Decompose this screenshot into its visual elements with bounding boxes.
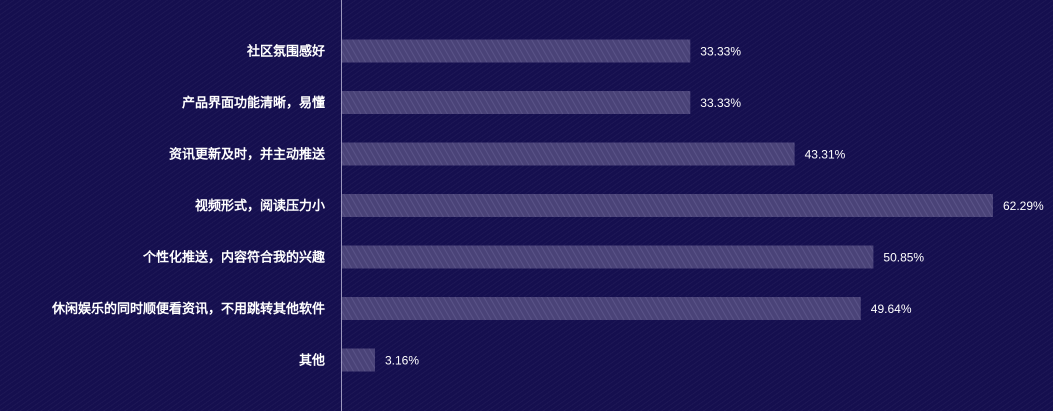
category-label-3: 资讯更新及时，并主动推送	[169, 147, 326, 163]
value-label-6: 49.64%	[871, 302, 912, 316]
value-label-7: 3.16%	[385, 354, 419, 368]
value-label-2: 33.33%	[700, 96, 741, 110]
bar-7	[342, 348, 375, 372]
category-label-6: 休闲娱乐的同时顺便看资讯，不用跳转其他软件	[51, 301, 325, 317]
value-label-3: 43.31%	[805, 148, 846, 162]
labels-layer: 社区氛围感好 33.33% 产品界面功能清晰，易懂 33.33% 资讯更新及时，并主动推…	[51, 44, 1044, 369]
bar-1	[342, 39, 691, 63]
category-label-4: 视频形式，阅读压力小	[195, 198, 325, 214]
category-label-2: 产品界面功能清晰，易懂	[182, 95, 325, 111]
bar-2	[342, 91, 691, 114]
bar-4	[342, 194, 993, 217]
bars-layer	[342, 39, 993, 372]
bar-5	[342, 245, 874, 269]
bar-3	[342, 142, 795, 166]
value-label-1: 33.33%	[700, 45, 741, 59]
category-label-1: 社区氛围感好	[246, 44, 325, 60]
value-label-5: 50.85%	[883, 251, 924, 265]
category-label-5: 个性化推送，内容符合我的兴趣	[142, 250, 326, 266]
value-label-4: 62.29%	[1003, 199, 1044, 213]
bar-6	[342, 297, 861, 320]
category-label-7: 其他	[299, 353, 325, 369]
